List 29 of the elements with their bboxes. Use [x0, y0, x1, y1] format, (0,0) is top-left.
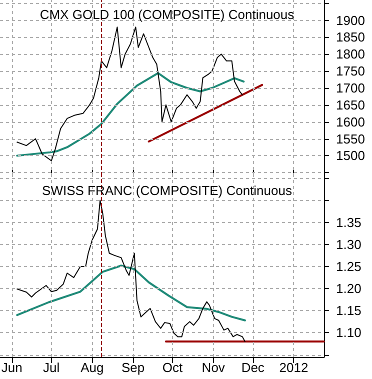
line-series — [16, 26, 243, 162]
y-tick-label: 1.15 — [336, 303, 362, 318]
y-tick-label: 1550 — [336, 131, 365, 146]
x-tick-label: Aug — [80, 360, 104, 375]
y-tick-label: 1800 — [336, 46, 365, 62]
x-tick-label: Sep — [121, 360, 145, 375]
x-tick-label: Oct — [162, 360, 184, 375]
y-tick-label: 1750 — [336, 64, 365, 79]
text: CMX GOLD 100 (COMPOSITE) Continuous — [40, 7, 295, 22]
y-tick-label: 1.25 — [336, 259, 362, 274]
x-tick-label: Dec — [241, 360, 265, 375]
line-series — [16, 72, 245, 157]
y-tick-label: 1650 — [336, 97, 365, 112]
x-tick-label: 2012 — [279, 360, 308, 375]
y-tick-label: 1700 — [336, 80, 365, 96]
y-tick-label: 1.20 — [336, 281, 362, 296]
y-tick-label: 1900 — [336, 12, 365, 28]
y-tick-label: 1.35 — [336, 214, 362, 230]
x-tick-label: Jul — [43, 360, 60, 375]
x-tick-label: Jun — [1, 360, 22, 375]
y-tick-label: 1.30 — [336, 236, 362, 252]
y-tick-label: 1500 — [336, 148, 365, 164]
line-series — [16, 264, 246, 322]
x-tick-label: Nov — [202, 360, 226, 375]
y-tick-label: 1.10 — [336, 325, 362, 340]
y-tick-label: 1850 — [336, 30, 365, 45]
y-tick-label: 1600 — [336, 114, 365, 130]
line-series — [16, 200, 246, 342]
text: SWISS FRANC (COMPOSITE) Continuous — [42, 183, 292, 198]
